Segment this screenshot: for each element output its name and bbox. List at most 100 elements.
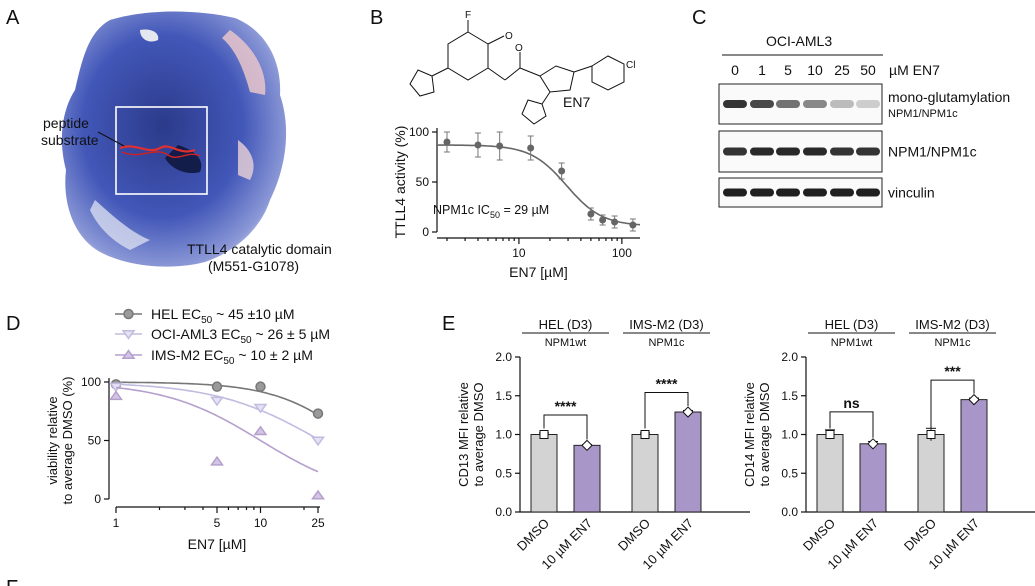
concentration-labels: 0 1 5 10 25 50 <box>731 62 876 78</box>
significance-label: *** <box>944 363 961 379</box>
y-axis-label: viability relativeto average DMSO (%) <box>45 377 75 505</box>
x-tick-label: 10 <box>512 246 526 260</box>
y-tick-label: 0 <box>94 492 101 506</box>
legend-marker <box>121 329 136 340</box>
data-point <box>210 396 224 407</box>
bar <box>816 434 844 513</box>
y-tick-label: 2.0 <box>495 350 512 364</box>
replicate-marker <box>539 430 549 439</box>
data-point <box>255 381 266 392</box>
replicate-marker <box>640 430 650 439</box>
significance-bracket <box>644 391 689 429</box>
data-point <box>311 489 325 500</box>
legend-label: HEL EC50 ~ 45 ±10 µM <box>151 306 294 326</box>
blot-band <box>750 188 774 197</box>
replicate-marker <box>581 439 593 452</box>
concentration-label: 25 <box>834 62 850 78</box>
blot-band <box>830 147 854 156</box>
significance-bracket <box>543 414 588 440</box>
replicate-marker <box>926 430 936 439</box>
panel-letter-f: F <box>6 577 18 586</box>
x-tick-label: 5 <box>214 516 221 530</box>
y-tick-label: 0 <box>422 225 429 239</box>
blot-band <box>803 188 827 197</box>
cd14-bar-chart: 0.0 0.5 1.0 1.5 2.0 CD14 MFI relativeto avera… <box>742 317 1035 572</box>
blot-band <box>830 188 854 197</box>
y-tick-label: 0.5 <box>495 466 512 480</box>
panel-b: B F O O Cl EN7 0 50 100 10 100 EN7 [µM] TTLL4 … <box>370 7 641 280</box>
panel-e: E 0.0 0.5 1.0 1.5 2.0 CD13 MFI relativeto ave… <box>442 313 1035 572</box>
concentration-label: 0 <box>731 62 739 78</box>
y-tick-label: 100 <box>81 375 101 389</box>
blot-label: vinculin <box>888 185 935 201</box>
data-point <box>474 141 482 149</box>
data-point <box>558 167 566 175</box>
en7-structure <box>409 20 625 125</box>
blot-band <box>856 188 880 197</box>
concentration-unit: µM EN7 <box>889 62 940 78</box>
oxygen-atom-1: O <box>505 31 513 42</box>
blot-band <box>803 100 827 108</box>
group-subtitle: NPM1wt <box>545 337 587 349</box>
bar <box>917 434 945 513</box>
x-tick-label: DMSO <box>615 516 653 554</box>
peptide-label-line1: peptide <box>43 115 89 131</box>
binding-site-box <box>115 106 208 195</box>
panel-c: C OCI-AML3 0 1 5 10 25 50 µM EN7 mono-glutamy… <box>692 7 1010 208</box>
concentration-label: 50 <box>860 62 876 78</box>
blot-frame <box>718 83 883 125</box>
data-point <box>253 425 268 436</box>
blot-band <box>723 147 747 156</box>
data-point <box>253 403 268 414</box>
ic50-annotation: NPM1c IC50 = 29 µM <box>433 203 549 220</box>
domain-label-line2: (M551-G1078) <box>208 258 299 274</box>
data-point <box>629 221 637 229</box>
cd13-bar-chart: 0.0 0.5 1.0 1.5 2.0 CD13 MFI relativeto avera… <box>456 317 750 572</box>
data-point <box>611 218 619 226</box>
y-tick-label: 100 <box>409 125 429 139</box>
protein-surface <box>61 11 287 267</box>
bar <box>859 443 887 513</box>
significance-label: ns <box>843 395 860 411</box>
fit-curve <box>115 383 319 440</box>
blot-band <box>776 147 800 156</box>
group-title: HEL (D3) <box>825 317 879 332</box>
significance-label: **** <box>555 398 577 414</box>
panel-letter-b: B <box>370 7 383 29</box>
blot-sublabel: NPM1/NPM1c <box>888 108 958 120</box>
panel-letter-a: A <box>6 7 20 29</box>
group-title: IMS-M2 (D3) <box>915 317 989 332</box>
y-tick-label: 0.0 <box>495 505 512 519</box>
x-tick-label: DMSO <box>901 516 939 554</box>
x-axis-label: EN7 [µM] <box>509 264 568 280</box>
significance-bracket <box>930 379 975 429</box>
x-tick-label: DMSO <box>514 516 552 554</box>
bar <box>960 399 988 513</box>
y-tick-label: 1.5 <box>781 389 798 403</box>
bar <box>674 411 702 513</box>
group-subtitle: NPM1c <box>934 337 971 349</box>
x-tick-label: DMSO <box>800 516 838 554</box>
blot-band <box>776 100 800 108</box>
replicate-marker <box>682 406 694 418</box>
y-tick-label: 1.0 <box>781 428 798 442</box>
x-axis-label: EN7 [µM] <box>188 536 247 552</box>
x-tick-label: 10 <box>254 516 268 530</box>
data-point <box>211 381 223 392</box>
x-tick-label: 1 <box>113 516 120 530</box>
y-tick-label: 1.5 <box>495 389 512 403</box>
panel-letter-c: C <box>692 7 706 29</box>
blot-band <box>723 100 747 108</box>
y-axis-label: CD14 MFI relativeto average DMSO <box>742 382 772 487</box>
concentration-label: 5 <box>784 62 792 78</box>
data-point <box>109 390 123 401</box>
y-tick-label: 0.5 <box>781 466 798 480</box>
panel-letter-e: E <box>442 313 455 335</box>
blot-band <box>803 147 827 156</box>
replicate-marker <box>968 393 980 406</box>
viability-plot: 0 50 100 1 5 10 25 EN7 [µM] viability relativeto… <box>45 306 330 552</box>
fit-curve <box>115 386 319 473</box>
y-tick-label: 0.0 <box>781 505 798 519</box>
concentration-label: 10 <box>807 62 823 78</box>
